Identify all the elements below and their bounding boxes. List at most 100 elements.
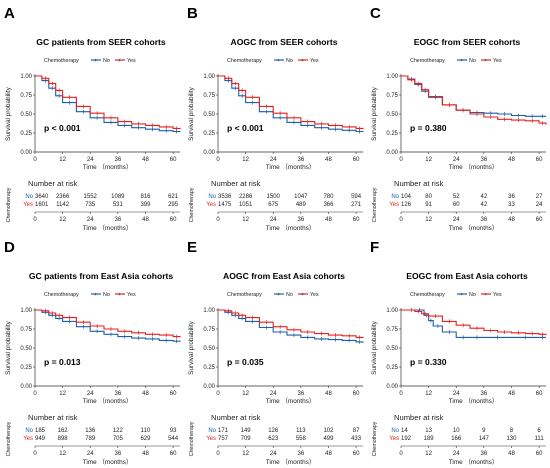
y-tick-label: 0.50: [20, 346, 32, 352]
y-tick-label: 0.00: [203, 150, 215, 156]
risk-row-label: No: [208, 428, 216, 434]
risk-cell: 13: [425, 428, 432, 434]
legend-title: Chemotherapy: [410, 58, 445, 64]
risk-cell: 594: [351, 194, 362, 200]
risk-row-label: Yes: [389, 436, 399, 442]
legend-title: Chemotherapy: [44, 292, 79, 298]
x-tick-label: 60: [170, 157, 177, 163]
x-axis-label: Time （months）: [266, 397, 315, 405]
x-tick-label: 0: [216, 391, 220, 397]
x-tick-label: 0: [216, 157, 220, 163]
y-tick-label: 0.00: [386, 150, 398, 156]
x-tick-label: 36: [481, 157, 488, 163]
risk-tick-label: 24: [270, 451, 277, 457]
y-axis-label: Survival probability: [188, 86, 195, 140]
x-tick-label: 48: [142, 391, 149, 397]
risk-cell: 629: [140, 436, 151, 442]
chart-title: GC patients from SEER cohorts: [36, 37, 166, 47]
y-tick-label: 1.00: [20, 74, 32, 80]
risk-tick-label: 36: [298, 451, 305, 457]
y-axis-label: Survival probability: [5, 86, 12, 140]
legend-label: No: [103, 292, 110, 298]
km-panel: C EOGC from SEER cohorts Chemotherapy + No + Y…: [366, 0, 549, 234]
risk-xlabel: Time （months）: [83, 458, 132, 466]
legend-marker: +: [118, 58, 121, 64]
x-tick-label: 12: [59, 157, 66, 163]
risk-cell: 166: [451, 436, 462, 442]
risk-tick-label: 12: [59, 451, 66, 457]
risk-cell: 1475: [218, 202, 232, 208]
legend-title: Chemotherapy: [227, 58, 262, 64]
x-tick-label: 0: [33, 157, 37, 163]
x-tick-label: 24: [453, 157, 460, 163]
risk-tick-label: 0: [33, 451, 37, 457]
survival-curve: [35, 75, 181, 130]
x-tick-label: 12: [242, 157, 249, 163]
x-tick-label: 12: [242, 391, 249, 397]
risk-cell: 621: [168, 194, 179, 200]
km-panel: B AOGC from SEER cohorts Chemotherapy + No + Y…: [183, 0, 366, 234]
y-tick-label: 0.50: [203, 346, 215, 352]
y-tick-label: 0.25: [20, 131, 32, 137]
km-chart: B AOGC from SEER cohorts Chemotherapy + No + Y…: [187, 5, 364, 232]
risk-tick-label: 24: [453, 451, 460, 457]
y-tick-label: 0.25: [386, 131, 398, 137]
chart-title: EOGC from East Asia cohorts: [406, 271, 528, 281]
risk-cell: 104: [401, 194, 412, 200]
risk-tick-label: 12: [425, 451, 432, 457]
y-tick-label: 0.25: [203, 131, 215, 137]
risk-cell: 433: [351, 436, 362, 442]
risk-xlabel: Time （months）: [449, 224, 498, 232]
risk-tick-label: 48: [508, 217, 515, 223]
risk-table-ylabel: Chemotherapy: [189, 187, 195, 222]
risk-cell: 36: [508, 194, 515, 200]
y-tick-label: 0.50: [203, 112, 215, 118]
legend-marker: +: [301, 292, 304, 298]
risk-table-ylabel: Chemotherapy: [6, 187, 12, 222]
km-panel: D GC patients from East Asia cohorts Chemo…: [0, 234, 183, 468]
x-tick-label: 48: [325, 157, 332, 163]
y-tick-label: 0.00: [386, 384, 398, 390]
x-tick-label: 48: [508, 157, 515, 163]
legend-label: Yes: [310, 292, 319, 298]
chart-title: GC patients from East Asia cohorts: [29, 271, 174, 281]
risk-tick-label: 0: [216, 451, 220, 457]
km-panel: F EOGC from East Asia cohorts Chemotherapy…: [366, 234, 549, 468]
x-tick-label: 12: [59, 391, 66, 397]
risk-cell: 126: [268, 428, 279, 434]
risk-cell: 10: [453, 428, 460, 434]
risk-tick-label: 12: [242, 217, 249, 223]
risk-cell: 1601: [35, 202, 49, 208]
risk-cell: 705: [113, 436, 124, 442]
legend-label: Yes: [127, 58, 136, 64]
panel-letter: A: [4, 5, 15, 22]
risk-cell: 185: [35, 428, 46, 434]
legend-label: No: [469, 58, 476, 64]
risk-tick-label: 48: [325, 217, 332, 223]
risk-cell: 780: [323, 194, 334, 200]
risk-cell: 1051: [239, 202, 253, 208]
legend-marker: +: [460, 292, 463, 298]
x-tick-label: 60: [536, 391, 543, 397]
risk-cell: 33: [508, 202, 515, 208]
risk-tick-label: 60: [170, 217, 177, 223]
legend-label: Yes: [493, 292, 502, 298]
x-axis-label: Time （months）: [83, 163, 132, 171]
y-tick-label: 0.25: [203, 365, 215, 371]
x-tick-label: 36: [481, 391, 488, 397]
risk-cell: 147: [479, 436, 490, 442]
risk-tick-label: 24: [453, 217, 460, 223]
risk-cell: 3640: [35, 194, 49, 200]
x-tick-label: 60: [353, 157, 360, 163]
risk-row-label: No: [391, 194, 399, 200]
risk-table-ylabel: Chemotherapy: [372, 421, 378, 456]
x-tick-label: 60: [353, 391, 360, 397]
risk-cell: 93: [170, 428, 177, 434]
risk-tick-label: 36: [481, 451, 488, 457]
risk-xlabel: Time （months）: [266, 458, 315, 466]
risk-cell: 171: [218, 428, 229, 434]
risk-tick-label: 48: [508, 451, 515, 457]
risk-tick-label: 0: [399, 217, 403, 223]
risk-table-title: Number at risk: [211, 413, 261, 422]
